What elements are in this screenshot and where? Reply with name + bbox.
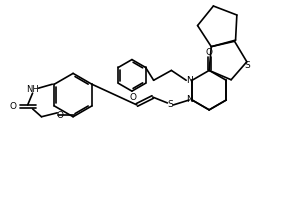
Text: S: S bbox=[167, 100, 173, 109]
Text: N: N bbox=[186, 96, 193, 104]
Text: S: S bbox=[244, 61, 250, 70]
Text: O: O bbox=[57, 111, 64, 120]
Text: N: N bbox=[186, 76, 193, 85]
Text: O: O bbox=[9, 102, 16, 111]
Text: NH: NH bbox=[26, 85, 39, 94]
Text: O: O bbox=[206, 48, 213, 57]
Text: O: O bbox=[129, 93, 137, 102]
